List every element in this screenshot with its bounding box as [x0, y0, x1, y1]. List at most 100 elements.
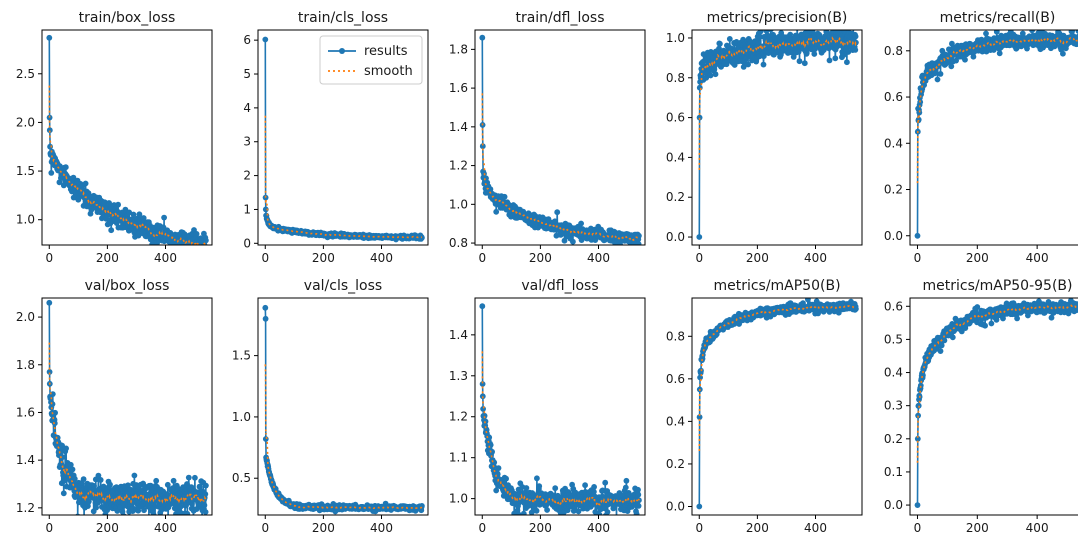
plot-area	[914, 30, 1078, 239]
results-point	[107, 481, 113, 488]
results-point	[198, 250, 204, 256]
y-tick-label: 0.8	[884, 44, 903, 58]
results-point	[119, 508, 126, 515]
x-tick-label: 400	[1026, 251, 1049, 265]
y-tick-label: 1.3	[449, 369, 468, 383]
results-point	[126, 209, 133, 216]
results-point	[554, 209, 561, 216]
results-point	[67, 461, 74, 468]
results-point	[71, 475, 78, 482]
results-point	[745, 61, 751, 68]
plot-area	[696, 30, 859, 240]
y-tick-label: 1.4	[449, 328, 468, 342]
results-point	[844, 59, 850, 66]
axes-frame	[41, 29, 213, 246]
results-point	[191, 254, 197, 260]
results-point	[176, 247, 182, 253]
results-point	[185, 474, 192, 481]
results-point	[262, 304, 269, 311]
results-point	[1019, 30, 1026, 37]
y-tick-label: 3	[243, 135, 251, 149]
plot-area	[479, 34, 642, 245]
results-markers	[696, 30, 859, 240]
y-tick-label: 0.6	[666, 111, 685, 125]
results-point	[633, 511, 640, 515]
plot-area	[262, 36, 425, 243]
subplot-title: metrics/precision(B)	[707, 10, 848, 26]
results-point	[811, 51, 818, 57]
y-tick-label: 0.4	[884, 136, 903, 150]
results-point	[1029, 30, 1035, 34]
results-point	[602, 479, 609, 486]
results-point	[62, 164, 69, 171]
results-point	[51, 420, 58, 427]
results-point	[760, 61, 767, 68]
results-point	[796, 58, 803, 65]
results-point	[196, 483, 203, 490]
results-point	[136, 211, 143, 218]
axes-frame	[691, 29, 863, 246]
results-point	[201, 502, 208, 509]
results-point	[707, 72, 714, 79]
x-tick-label: 200	[312, 521, 335, 535]
y-tick-label: 1.2	[449, 159, 468, 173]
plot-area	[46, 34, 209, 260]
results-point	[479, 34, 486, 41]
y-tick-label: 1.0	[232, 410, 251, 424]
x-tick-label: 0	[478, 521, 486, 535]
y-tick-label: 0	[243, 236, 251, 250]
results-point	[135, 507, 142, 514]
subplot-title: val/box_loss	[85, 278, 170, 294]
results-point	[578, 220, 584, 227]
results-point	[635, 503, 642, 509]
results-point	[262, 36, 269, 43]
results-point	[80, 476, 87, 483]
results-point	[262, 436, 269, 442]
results-point	[795, 49, 802, 55]
x-tick-label: 400	[154, 521, 177, 535]
results-point	[48, 170, 55, 176]
y-tick-label: 1.4	[449, 120, 468, 134]
results-point	[192, 474, 198, 481]
results-point	[801, 60, 808, 67]
y-tick-label: 0.8	[449, 236, 468, 250]
x-tick-label: 200	[746, 251, 769, 265]
results-point	[696, 503, 703, 510]
subplot-title: metrics/mAP50(B)	[713, 278, 840, 294]
results-point	[47, 143, 53, 150]
results-point	[203, 237, 209, 244]
x-tick-label: 0	[45, 251, 53, 265]
legend-box	[319, 35, 423, 85]
smooth-line	[698, 35, 857, 170]
results-point	[202, 509, 209, 515]
subplot-title: train/dfl_loss	[515, 10, 604, 26]
results-point	[493, 208, 500, 215]
results-point	[726, 36, 733, 42]
results-point	[193, 231, 200, 237]
plot-area	[46, 299, 209, 515]
y-tick-label: 2.0	[16, 310, 35, 324]
y-tick-label: 1	[243, 202, 251, 216]
results-point	[757, 33, 763, 40]
results-point	[717, 40, 723, 47]
y-tick-label: 0.5	[232, 471, 251, 485]
results-point	[914, 232, 921, 239]
subplot-4: metrics/precision(B)0 200 4000.00.20.40.60…	[666, 10, 863, 265]
x-tick-label: 400	[587, 251, 610, 265]
results-point	[570, 238, 576, 245]
results-point	[536, 483, 543, 490]
results-point	[696, 84, 703, 91]
results-point	[575, 508, 582, 515]
results-point	[178, 503, 184, 510]
y-tick-label: 1.8	[16, 358, 35, 372]
results-point	[591, 488, 597, 495]
results-point	[993, 30, 1000, 35]
x-tick-label: 200	[312, 251, 335, 265]
results-point	[516, 512, 523, 515]
results-point	[195, 250, 201, 256]
